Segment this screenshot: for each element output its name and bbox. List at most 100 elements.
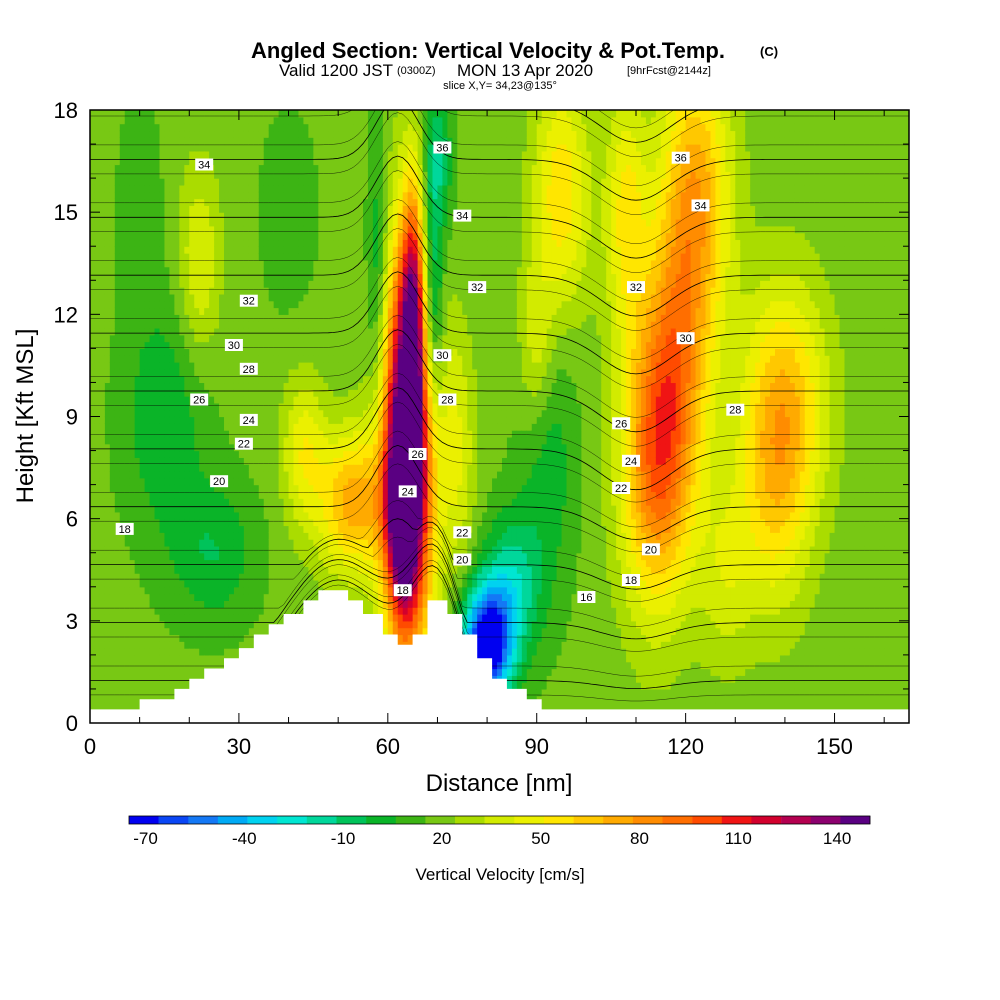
velocity-cell: [248, 511, 255, 520]
velocity-cell: [114, 348, 121, 356]
velocity-cell: [189, 409, 195, 418]
velocity-cell: [99, 525, 106, 533]
velocity-cell: [184, 505, 190, 513]
velocity-cell: [268, 218, 275, 227]
velocity-cell: [134, 212, 141, 220]
velocity-cell: [114, 253, 121, 261]
velocity-cell: [194, 573, 200, 581]
velocity-cell: [159, 409, 166, 418]
velocity-cell: [94, 641, 101, 649]
velocity-cell: [353, 280, 359, 288]
velocity-cell: [248, 573, 255, 581]
velocity-cell: [278, 491, 285, 499]
velocity-cell: [124, 246, 131, 254]
velocity-cell: [288, 505, 295, 513]
velocity-cell: [94, 259, 101, 268]
velocity-cell: [99, 484, 106, 493]
velocity-cell: [363, 505, 369, 513]
velocity-cell: [288, 464, 295, 472]
velocity-cell: [214, 518, 220, 527]
velocity-cell: [94, 409, 101, 418]
velocity-cell: [293, 477, 300, 486]
velocity-cell: [154, 198, 161, 206]
velocity-cell: [194, 212, 200, 220]
velocity-cell: [224, 205, 230, 213]
velocity-cell: [328, 171, 334, 179]
velocity-cell: [139, 661, 146, 670]
velocity-cell: [308, 178, 314, 186]
velocity-cell: [174, 505, 180, 513]
velocity-cell: [109, 620, 116, 629]
velocity-cell: [90, 266, 96, 275]
velocity-cell: [169, 327, 175, 336]
velocity-cell: [174, 314, 180, 322]
velocity-cell: [189, 123, 195, 132]
velocity-cell: [129, 178, 136, 186]
velocity-cell: [104, 191, 111, 200]
velocity-cell: [358, 348, 364, 356]
velocity-cell: [159, 137, 166, 145]
velocity-cell: [224, 280, 230, 288]
velocity-cell: [129, 477, 136, 486]
velocity-cell: [283, 505, 290, 513]
velocity-cell: [154, 382, 161, 390]
velocity-cell: [119, 627, 126, 636]
velocity-cell: [154, 144, 161, 152]
velocity-cell: [124, 375, 131, 384]
velocity-cell: [323, 287, 329, 295]
velocity-cell: [189, 579, 195, 588]
velocity-cell: [219, 436, 225, 445]
velocity-cell: [149, 171, 156, 179]
velocity-cell: [149, 396, 156, 404]
velocity-cell: [209, 205, 215, 213]
chart-title-units: (C): [760, 44, 778, 59]
velocity-cell: [189, 648, 195, 656]
velocity-cell: [134, 607, 141, 615]
velocity-cell: [243, 253, 250, 261]
velocity-cell: [298, 130, 305, 138]
velocity-cell: [353, 116, 359, 125]
velocity-cell: [194, 144, 200, 152]
velocity-cell: [169, 375, 175, 384]
velocity-cell: [338, 423, 344, 431]
velocity-cell: [99, 137, 106, 145]
velocity-cell: [238, 525, 245, 533]
velocity-cell: [139, 123, 146, 132]
velocity-cell: [343, 355, 349, 363]
velocity-cell: [219, 389, 225, 397]
velocity-cell: [268, 389, 275, 397]
velocity-cell: [154, 545, 161, 554]
velocity-cell: [343, 518, 349, 527]
velocity-cell: [298, 430, 305, 438]
velocity-cell: [134, 184, 141, 193]
velocity-cell: [298, 362, 305, 370]
velocity-cell: [194, 218, 200, 227]
velocity-cell: [214, 396, 220, 404]
velocity-cell: [99, 225, 106, 234]
velocity-cell: [179, 246, 185, 254]
velocity-cell: [353, 566, 359, 574]
velocity-cell: [313, 212, 319, 220]
velocity-cell: [243, 491, 250, 499]
velocity-cell: [308, 457, 314, 465]
velocity-cell: [298, 573, 305, 581]
velocity-cell: [109, 566, 116, 574]
velocity-cell: [119, 164, 126, 172]
velocity-cell: [308, 423, 314, 431]
velocity-cell: [243, 341, 250, 349]
velocity-cell: [144, 389, 151, 397]
velocity-cell: [318, 545, 324, 554]
velocity-cell: [149, 545, 156, 554]
velocity-cell: [209, 150, 215, 159]
velocity-cell: [308, 144, 314, 152]
velocity-cell: [318, 423, 324, 431]
velocity-cell: [253, 627, 260, 636]
velocity-cell: [268, 253, 275, 261]
velocity-cell: [99, 280, 106, 288]
velocity-cell: [353, 184, 359, 193]
velocity-cell: [124, 641, 131, 649]
velocity-cell: [224, 389, 230, 397]
velocity-cell: [134, 586, 141, 595]
velocity-cell: [169, 396, 175, 404]
velocity-cell: [298, 498, 305, 506]
